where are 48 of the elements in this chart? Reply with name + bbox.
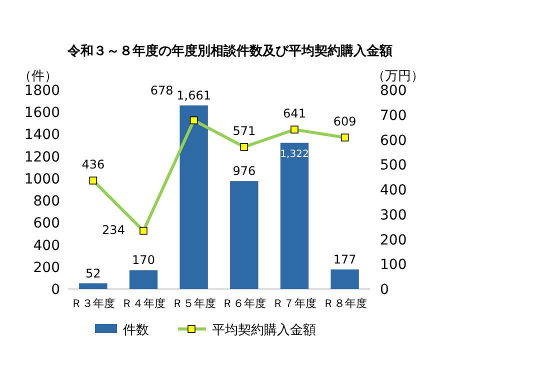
bar xyxy=(330,269,359,289)
data-label: 609 xyxy=(333,114,356,129)
y2-tick-label: 100 xyxy=(380,257,407,274)
legend-label: 平均契約購入金額 xyxy=(212,323,316,338)
data-label: 234 xyxy=(102,222,125,237)
y-tick-label: 1000 xyxy=(24,171,60,188)
x-tick-label: Ｒ６年度 xyxy=(222,297,266,310)
y2-tick-label: 600 xyxy=(380,132,407,149)
y-tick-label: 800 xyxy=(33,194,60,210)
y-tick-label: 1200 xyxy=(24,149,60,166)
x-tick-label: Ｒ４年度 xyxy=(122,297,166,310)
y-tick-label: 1800 xyxy=(24,83,60,99)
bar xyxy=(79,283,108,289)
data-label: 1,661 xyxy=(176,88,212,102)
bar xyxy=(129,270,158,289)
y-tick-label: 1600 xyxy=(24,105,60,122)
bar xyxy=(180,105,208,289)
y2-tick-label: 300 xyxy=(380,207,407,224)
data-label: 571 xyxy=(232,124,256,138)
y2-tick-label: 200 xyxy=(380,232,407,248)
y2-tick-label: 400 xyxy=(380,182,407,198)
x-tick-label: Ｒ７年度 xyxy=(272,297,316,310)
y-axis-title: （件） xyxy=(18,69,58,84)
chart-title: 令和３～８年度の年度別相談件数及び平均契約購入金額 xyxy=(66,43,392,59)
data-label: 678 xyxy=(150,83,174,98)
y-tick-label: 600 xyxy=(33,216,60,232)
bar xyxy=(230,181,258,289)
data-label: 170 xyxy=(132,253,155,268)
data-label: 177 xyxy=(333,252,356,266)
x-tick-label: Ｒ５年度 xyxy=(172,297,216,310)
y-tick-label: 400 xyxy=(33,238,60,254)
data-label: 641 xyxy=(283,106,306,121)
x-tick-label: Ｒ８年度 xyxy=(322,297,367,310)
y2-tick-label: 700 xyxy=(380,108,407,124)
x-tick-label: Ｒ３年度 xyxy=(71,297,116,310)
data-label: 436 xyxy=(82,158,105,172)
y2-tick-label: 800 xyxy=(380,83,407,99)
data-label: 1,322 xyxy=(280,148,309,160)
y-tick-label: 1400 xyxy=(24,127,60,144)
y-tick-label: 0 xyxy=(51,282,60,298)
data-label: 52 xyxy=(86,266,101,280)
y2-tick-label: 0 xyxy=(380,282,389,298)
y2-axis-title: （万円） xyxy=(372,69,424,84)
y2-tick-label: 500 xyxy=(380,158,407,174)
data-label: 976 xyxy=(232,164,256,178)
y-tick-label: 200 xyxy=(33,260,60,276)
bar xyxy=(280,142,309,289)
legend-label: 件数 xyxy=(123,323,149,338)
